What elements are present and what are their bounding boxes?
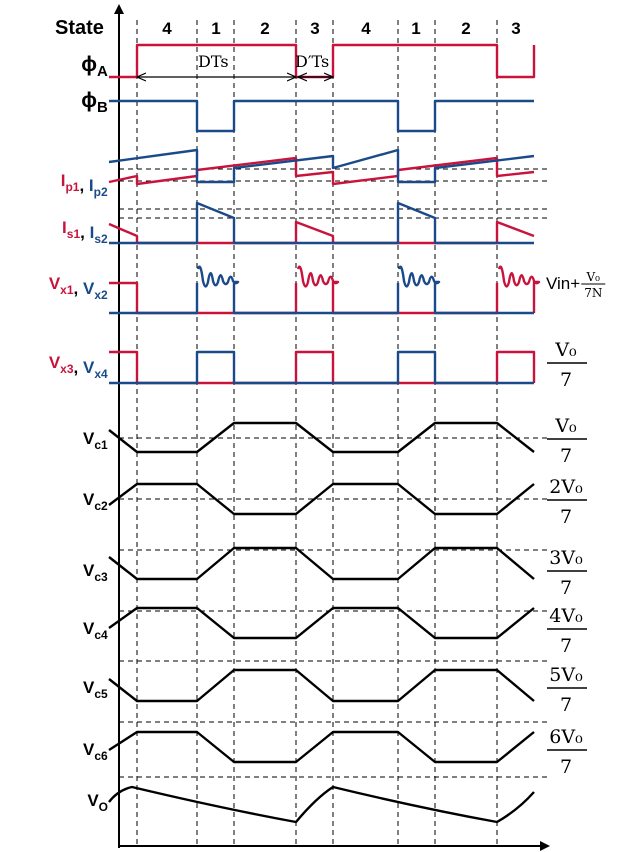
row-label-vc5: Vc5 — [83, 678, 108, 701]
row-label-vc3: Vc3 — [83, 561, 108, 584]
svg-text:V₀: V₀ — [554, 415, 577, 437]
vx1-waveform — [109, 281, 298, 315]
state-number: 2 — [260, 19, 269, 38]
svg-text:7N: 7N — [584, 286, 602, 300]
svg-text:7: 7 — [560, 506, 572, 528]
row-labels: ϕA ϕB Ip1, Ip2 Is1, Is2 Vx1, Vx2 Vx3, Vx4 Vc1 V… — [49, 53, 108, 814]
svg-text:7: 7 — [560, 577, 572, 599]
svg-text:V₀: V₀ — [554, 339, 577, 361]
state-number: 1 — [211, 19, 220, 38]
svg-text:7: 7 — [560, 694, 572, 716]
state-number: 3 — [511, 19, 520, 38]
value-label-vc1: V₀ 7 — [547, 415, 587, 467]
row-label-vc2: Vc2 — [83, 490, 108, 513]
state-number: 4 — [162, 19, 172, 38]
row-label-phiA: ϕA — [81, 53, 108, 80]
vc2-waveform — [108, 482, 535, 516]
state-numbers: 4 1 2 3 4 1 2 3 — [162, 19, 520, 38]
ip1-waveform — [108, 156, 535, 186]
vx2-ringing — [196, 265, 400, 315]
waveforms — [108, 43, 541, 824]
vo-waveform — [108, 785, 535, 824]
vc4-waveform — [108, 606, 535, 640]
state-number: 4 — [361, 19, 371, 38]
svg-text:7: 7 — [560, 635, 572, 657]
vx3-waveform — [109, 350, 536, 385]
vx4-waveform — [109, 350, 534, 385]
svg-text:7: 7 — [560, 369, 572, 391]
state-number: 2 — [461, 19, 470, 38]
vc1-waveform — [108, 421, 535, 454]
row-label-vx34: Vx3, Vx4 — [49, 353, 108, 381]
ip2-waveform — [108, 148, 535, 184]
svg-text:Vin+: Vin+ — [546, 274, 580, 293]
svg-text:7: 7 — [560, 445, 572, 467]
state-number: 1 — [411, 19, 420, 38]
row-label-vo: VO — [87, 791, 108, 814]
svg-text:6V₀: 6V₀ — [549, 726, 583, 748]
vx2-waveform — [109, 283, 199, 315]
value-label-vx34: V₀ 7 — [547, 339, 587, 391]
vc3-waveform — [108, 546, 535, 581]
vx2-ringing-2 — [397, 265, 534, 315]
is1-waveform — [108, 220, 535, 245]
d-prime-ts-label: D′Ts — [295, 52, 329, 71]
svg-text:4V₀: 4V₀ — [549, 605, 583, 627]
row-label-phiB: ϕB — [81, 89, 108, 116]
vx1-ringing — [296, 265, 499, 315]
is2-waveform — [109, 201, 534, 245]
svg-text:5V₀: 5V₀ — [549, 664, 583, 686]
row-label-vc6: Vc6 — [83, 740, 108, 763]
row-label-vc4: Vc4 — [83, 619, 108, 642]
value-label-vx12: Vin+ V₀ 7N — [546, 270, 606, 300]
vc6-waveform — [108, 730, 535, 764]
svg-text:2V₀: 2V₀ — [549, 476, 583, 498]
state-number: 3 — [310, 19, 319, 38]
row-label-vc1: Vc1 — [83, 429, 108, 452]
dts-label: DTs — [198, 52, 229, 71]
svg-text:V₀: V₀ — [586, 270, 601, 284]
state-label: State — [55, 17, 104, 39]
row-label-vx12: Vx1, Vx2 — [49, 274, 108, 302]
phi-b-waveform — [109, 99, 534, 133]
svg-text:7: 7 — [560, 756, 572, 778]
row-label-ip: Ip1, Ip2 — [61, 171, 108, 199]
vx1-ringing-2 — [497, 265, 541, 313]
svg-text:3V₀: 3V₀ — [549, 547, 583, 569]
vc5-waveform — [108, 668, 535, 703]
row-label-is: Is1, Is2 — [62, 218, 108, 246]
